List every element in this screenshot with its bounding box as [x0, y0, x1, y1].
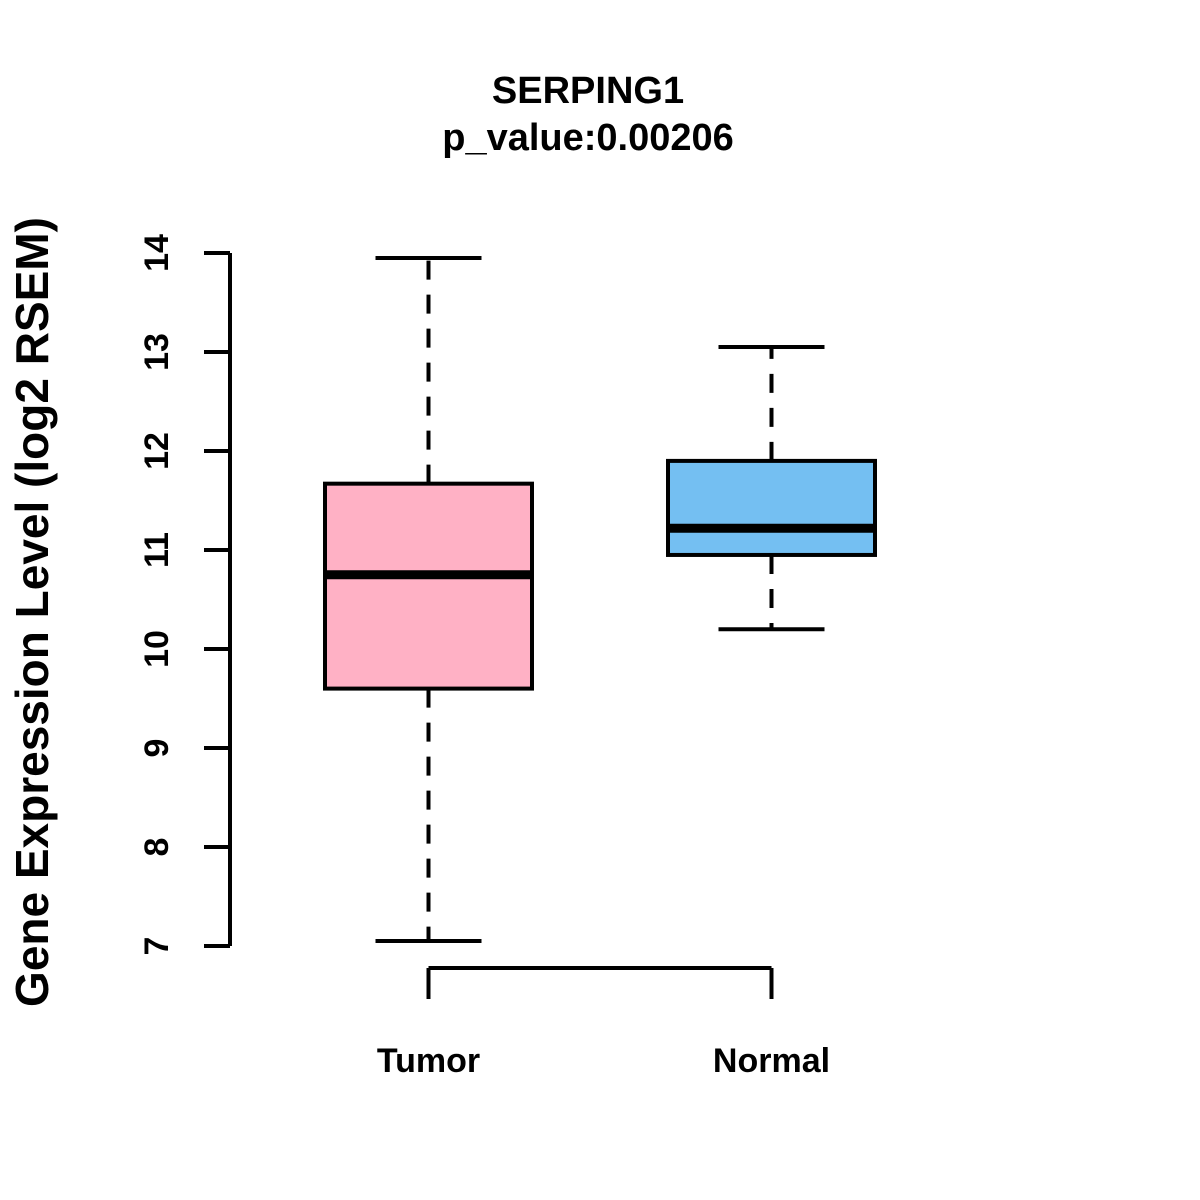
y-tick-label-8: 8 — [138, 838, 176, 857]
y-tick-label-10: 10 — [138, 630, 176, 668]
chart-subtitle: p_value:0.00206 — [442, 117, 734, 159]
normal-box — [666, 458, 877, 557]
x-category-label-normal: Normal — [713, 1042, 830, 1080]
tumor-box — [323, 481, 534, 691]
y-tick-label-14: 14 — [138, 234, 176, 272]
y-tick-label-13: 13 — [138, 333, 176, 371]
y-tick-label-11: 11 — [138, 532, 176, 568]
y-tick-label-12: 12 — [138, 432, 176, 470]
y-axis-label: Gene Expression Level (log2 RSEM) — [6, 217, 58, 1007]
chart-title: SERPING1 — [491, 70, 685, 112]
x-category-label-tumor: Tumor — [377, 1042, 480, 1080]
y-tick-label-7: 7 — [138, 937, 176, 956]
y-tick-label-9: 9 — [138, 739, 176, 758]
